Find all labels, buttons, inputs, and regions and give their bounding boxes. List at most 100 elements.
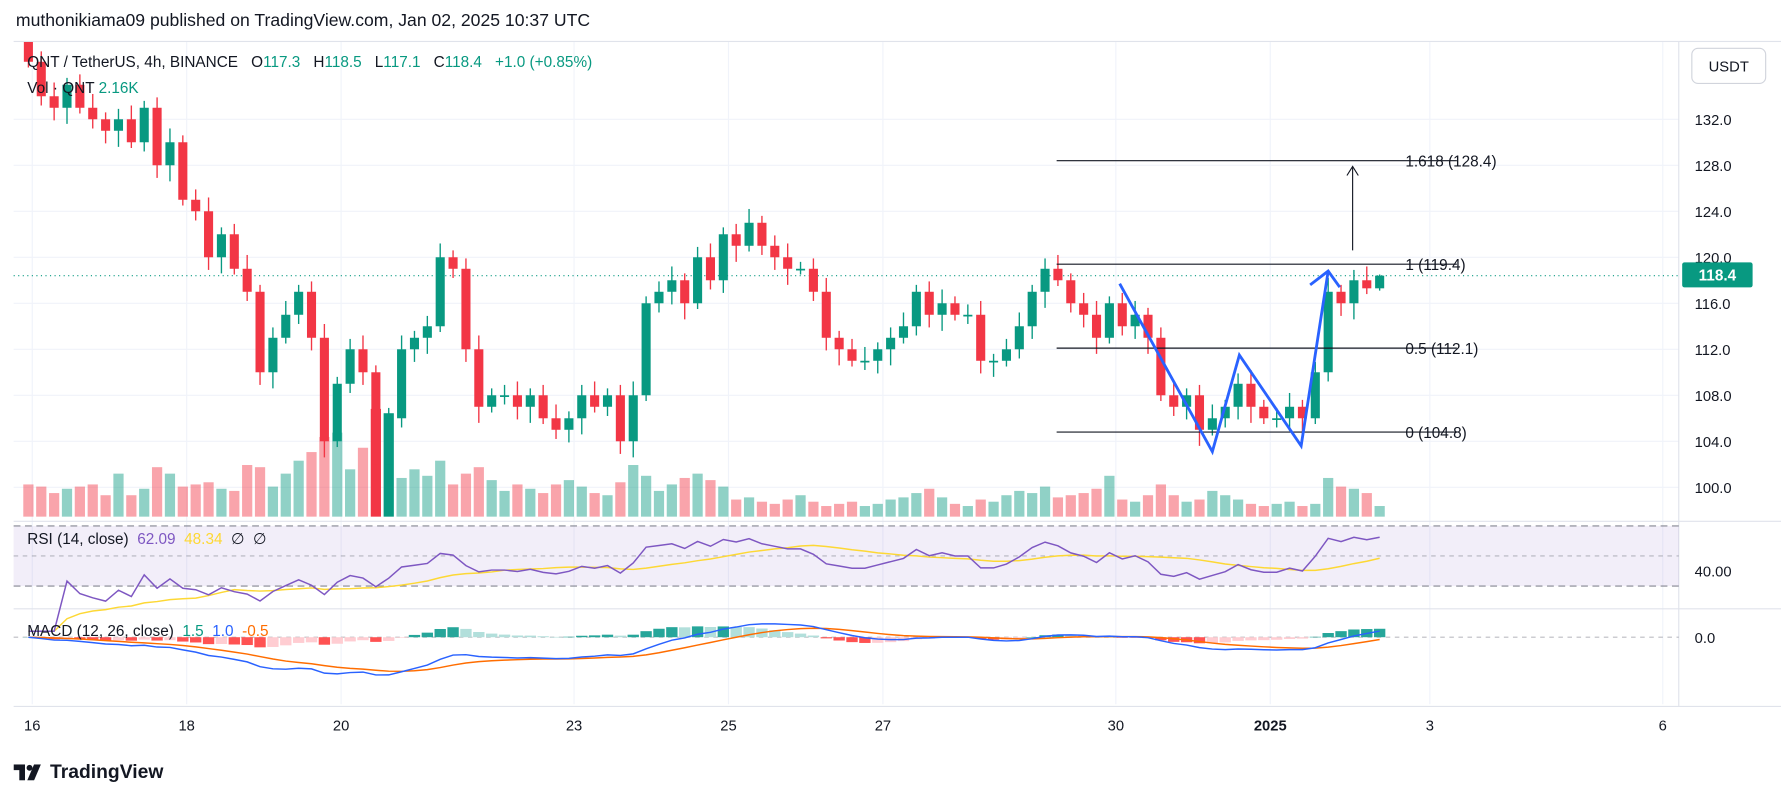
macd-histogram-bar <box>421 632 434 638</box>
open-value: 117.3 <box>263 53 301 71</box>
candle-body <box>564 418 574 430</box>
macd-label[interactable]: MACD (12, 26, close) <box>27 622 174 640</box>
volume-bar <box>1361 493 1372 517</box>
candle-body <box>744 222 754 246</box>
volume-bar <box>641 475 652 517</box>
macd-histogram-bar <box>1065 634 1077 638</box>
candle-body <box>924 291 934 315</box>
macd-histogram-bar <box>576 635 588 638</box>
rsi-tick-label: 40.00 <box>1695 565 1732 581</box>
macd-histogram-bar <box>1245 637 1257 641</box>
candle-body <box>1362 280 1372 289</box>
macd-histogram-bar <box>241 637 253 646</box>
candle-body <box>834 337 844 350</box>
hist-value: -0.5 <box>242 622 269 640</box>
macd-histogram-bar <box>717 626 730 638</box>
candle-body <box>358 349 368 373</box>
candle-body <box>989 360 999 363</box>
candle-body <box>1079 303 1089 315</box>
volume-bar <box>499 490 510 517</box>
volume-bar <box>911 493 922 517</box>
volume-bar <box>1168 495 1179 517</box>
volume-bar <box>924 488 935 517</box>
macd-histogram-bar <box>1258 637 1270 641</box>
candle-body <box>602 395 613 407</box>
candle-body <box>898 326 909 338</box>
macd-histogram-bar <box>434 628 446 638</box>
macd-histogram-bar <box>975 637 987 639</box>
currency-button[interactable]: USDT <box>1691 47 1767 85</box>
macd-histogram-bar <box>563 636 575 638</box>
candle-body <box>757 222 767 246</box>
volume-bar <box>1078 493 1089 517</box>
macd-histogram-bar <box>679 627 691 638</box>
price-tick-label: 112.0 <box>1695 343 1731 359</box>
rsi-empty-1: ∅ <box>231 530 245 548</box>
volume-bar <box>267 486 279 517</box>
candle-body <box>1310 372 1320 419</box>
macd-histogram-bar <box>151 637 163 641</box>
volume-bar <box>1258 506 1269 517</box>
volume-bar <box>1130 501 1141 517</box>
volume-bar <box>808 501 819 517</box>
macd-histogram-bar <box>280 637 292 646</box>
candle-body <box>525 395 535 407</box>
volume-bar <box>782 499 793 517</box>
volume-bar <box>357 447 369 517</box>
published-caption: muthonikiama09 published on TradingView.… <box>15 11 591 31</box>
macd-histogram-bar <box>1026 637 1038 638</box>
candle-body <box>1053 268 1063 281</box>
macd-histogram-bar <box>1373 628 1386 638</box>
macd-histogram-bar <box>1193 637 1206 644</box>
signal-value: 1.0 <box>212 622 234 640</box>
time-tick-label: 16 <box>24 718 40 734</box>
candle-body <box>512 395 522 407</box>
candle-body <box>615 395 625 442</box>
macd-histogram-bar <box>653 628 665 638</box>
volume-bar <box>821 506 832 517</box>
macd-histogram-bar <box>215 637 228 644</box>
candle-body <box>654 291 664 304</box>
candle-body <box>384 418 394 465</box>
price-tick-label: 108.0 <box>1695 389 1732 405</box>
rsi-ma-line <box>28 544 1380 632</box>
rsi-empty-2: ∅ <box>252 530 267 548</box>
macd-histogram-bar <box>769 630 781 638</box>
volume-bar <box>280 473 291 517</box>
volume-bar <box>679 477 690 517</box>
volume-bar <box>846 501 858 517</box>
candle-body <box>75 84 85 108</box>
volume-bar <box>190 484 201 517</box>
volume-bar <box>164 473 176 517</box>
candle-body <box>268 337 278 373</box>
symbol-title[interactable]: QNT / TetherUS, 4h, BINANCE <box>27 53 239 71</box>
tradingview-logo[interactable]: TradingView <box>13 761 163 784</box>
candle-body <box>36 61 46 97</box>
macd-tick-label: 0.0 <box>1695 631 1716 647</box>
volume-bar <box>1297 506 1308 517</box>
rsi-label[interactable]: RSI (14, close) <box>27 530 129 548</box>
candle-body <box>1375 275 1385 289</box>
macd-histogram-bar <box>1155 637 1167 641</box>
candle-body <box>448 257 458 269</box>
volume-label[interactable]: Vol · QNT <box>27 79 95 97</box>
time-tick-label: 27 <box>875 718 891 734</box>
candle-body <box>1297 406 1307 419</box>
candle-body <box>1259 406 1269 419</box>
symbol-legend: QNT / TetherUS, 4h, BINANCE O117.3 H118.… <box>27 53 596 70</box>
macd-histogram-bar <box>228 637 240 645</box>
candle-body <box>770 245 780 258</box>
open-label: O <box>251 53 264 71</box>
candle-body <box>1143 314 1153 338</box>
macd-legend: MACD (12, 26, close) 1.5 1.0 -0.5 <box>27 622 268 639</box>
candle-body <box>1220 406 1230 419</box>
price-tick-label: 104.0 <box>1695 435 1732 451</box>
volume-legend: Vol · QNT 2.16K <box>27 80 138 97</box>
volume-bar <box>975 499 986 517</box>
close-label: C <box>433 53 445 71</box>
candle-body <box>718 234 728 281</box>
volume-bar <box>1335 486 1347 517</box>
volume-bar <box>1232 499 1244 517</box>
time-tick-label: 23 <box>566 718 582 734</box>
